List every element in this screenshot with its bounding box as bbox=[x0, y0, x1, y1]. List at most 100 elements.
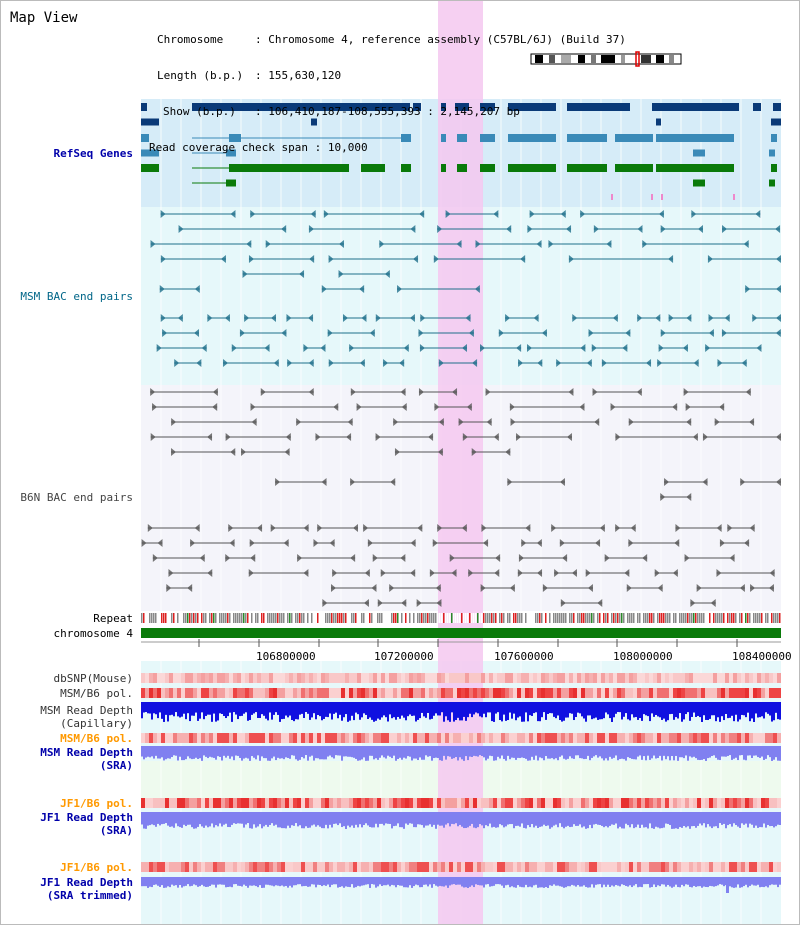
track-label-jf1-b6-pol[interactable]: JF1/B6 pol. bbox=[60, 797, 133, 810]
read-depth-bar bbox=[715, 877, 717, 887]
heat-cell bbox=[329, 733, 333, 743]
repeat-feature bbox=[731, 613, 733, 623]
track-label-refseq-genes[interactable]: RefSeq Genes bbox=[53, 147, 133, 160]
read-depth-bar bbox=[351, 746, 353, 758]
read-depth-bar bbox=[149, 877, 151, 887]
heat-cell bbox=[325, 733, 329, 743]
track-label-dbsnp[interactable]: dbSNP(Mouse) bbox=[53, 672, 133, 685]
repeat-feature bbox=[537, 613, 539, 623]
repeat-feature bbox=[757, 613, 759, 623]
gene-feature bbox=[769, 149, 775, 157]
track-label-jf1-depth-trimmed[interactable]: JF1 Read Depth (SRA trimmed) bbox=[40, 876, 133, 902]
track-label-msm-bac[interactable]: MSM BAC end pairs bbox=[20, 290, 133, 303]
repeat-feature bbox=[583, 613, 585, 623]
read-depth-bar bbox=[463, 877, 465, 888]
heat-cell bbox=[513, 733, 517, 743]
track-label-jf1-depth-sra[interactable]: JF1 Read Depth (SRA) bbox=[40, 811, 133, 837]
heat-cell bbox=[521, 862, 525, 872]
read-depth-bar bbox=[185, 812, 187, 827]
read-depth-bar bbox=[509, 812, 511, 825]
read-depth-bar bbox=[249, 877, 251, 886]
heat-cell bbox=[189, 798, 193, 808]
read-depth-bar bbox=[197, 877, 199, 887]
read-depth-bar bbox=[535, 812, 537, 826]
read-depth-bar bbox=[609, 812, 611, 826]
read-depth-bar bbox=[563, 702, 565, 721]
read-depth-bar bbox=[649, 877, 651, 888]
read-depth-bar bbox=[333, 812, 335, 824]
repeat-feature bbox=[505, 613, 507, 623]
read-depth-bar bbox=[391, 812, 393, 829]
repeat-feature bbox=[585, 613, 587, 623]
heat-cell bbox=[537, 798, 541, 808]
bac-end-marker bbox=[707, 255, 713, 263]
read-depth-bar bbox=[657, 812, 659, 828]
read-depth-bar bbox=[667, 702, 669, 721]
read-depth-bar bbox=[171, 812, 173, 827]
heat-cell bbox=[625, 688, 629, 698]
heat-cell bbox=[461, 798, 465, 808]
heat-cell bbox=[293, 688, 297, 698]
read-depth-bar bbox=[363, 812, 365, 826]
read-depth-bar bbox=[631, 702, 633, 715]
read-depth-bar bbox=[401, 812, 403, 828]
heat-cell bbox=[705, 673, 709, 683]
repeat-feature bbox=[267, 613, 269, 623]
read-depth-bar bbox=[701, 877, 703, 888]
read-depth-bar bbox=[625, 812, 627, 824]
bac-end-marker bbox=[359, 285, 365, 293]
read-depth-bar bbox=[519, 877, 521, 887]
track-label-jf1-b6-pol-trim[interactable]: JF1/B6 pol. bbox=[60, 861, 133, 874]
bac-end-marker bbox=[250, 403, 256, 411]
heat-cell bbox=[357, 798, 361, 808]
read-depth-bar bbox=[487, 702, 489, 713]
read-depth-bar bbox=[243, 812, 245, 828]
heat-cell bbox=[173, 798, 177, 808]
read-depth-bar bbox=[673, 702, 675, 720]
gene-feature bbox=[311, 118, 317, 126]
read-depth-bar bbox=[293, 877, 295, 886]
bac-end-marker bbox=[347, 418, 353, 426]
read-depth-bar bbox=[283, 746, 285, 760]
read-depth-bar bbox=[247, 812, 249, 824]
read-depth-bar bbox=[607, 746, 609, 761]
read-depth-bar bbox=[189, 812, 191, 825]
read-depth-bar bbox=[545, 702, 547, 720]
heat-cell bbox=[141, 688, 145, 698]
read-depth-bar bbox=[401, 746, 403, 760]
track-label-b6n-bac[interactable]: B6N BAC end pairs bbox=[20, 491, 133, 504]
read-depth-bar bbox=[203, 877, 205, 887]
repeat-feature bbox=[403, 613, 405, 623]
heat-cell bbox=[193, 673, 197, 683]
bac-end-marker bbox=[518, 359, 524, 367]
heat-cell bbox=[177, 673, 181, 683]
read-depth-bar bbox=[667, 746, 669, 757]
repeat-feature bbox=[739, 613, 741, 623]
repeat-feature bbox=[507, 613, 509, 623]
track-label-msm-b6-pol[interactable]: MSM/B6 pol. bbox=[60, 687, 133, 700]
heat-cell bbox=[317, 673, 321, 683]
read-depth-bar bbox=[567, 812, 569, 826]
heat-cell bbox=[373, 673, 377, 683]
bac-end-marker bbox=[309, 255, 315, 263]
read-depth-bar bbox=[323, 812, 325, 829]
repeat-feature bbox=[445, 613, 447, 623]
read-depth-bar bbox=[471, 746, 473, 758]
heat-cell bbox=[505, 688, 509, 698]
track-label-msm-b6-pol-sra[interactable]: MSM/B6 pol. bbox=[60, 732, 133, 745]
read-depth-bar bbox=[779, 877, 781, 885]
gene-feature bbox=[192, 103, 410, 111]
track-label-msm-depth-sra[interactable]: MSM Read Depth (SRA) bbox=[40, 746, 133, 772]
heat-cell bbox=[429, 688, 433, 698]
track-label-msm-depth-capillary[interactable]: MSM Read Depth (Capillary) bbox=[40, 704, 133, 730]
read-depth-bar bbox=[639, 812, 641, 828]
read-depth-bar bbox=[401, 877, 403, 886]
read-depth-bar bbox=[457, 746, 459, 761]
heat-cell bbox=[585, 862, 589, 872]
read-depth-bar bbox=[193, 746, 195, 759]
read-depth-bar bbox=[419, 702, 421, 719]
heat-cell bbox=[321, 862, 325, 872]
read-depth-bar bbox=[581, 877, 583, 887]
heat-cell bbox=[205, 862, 209, 872]
